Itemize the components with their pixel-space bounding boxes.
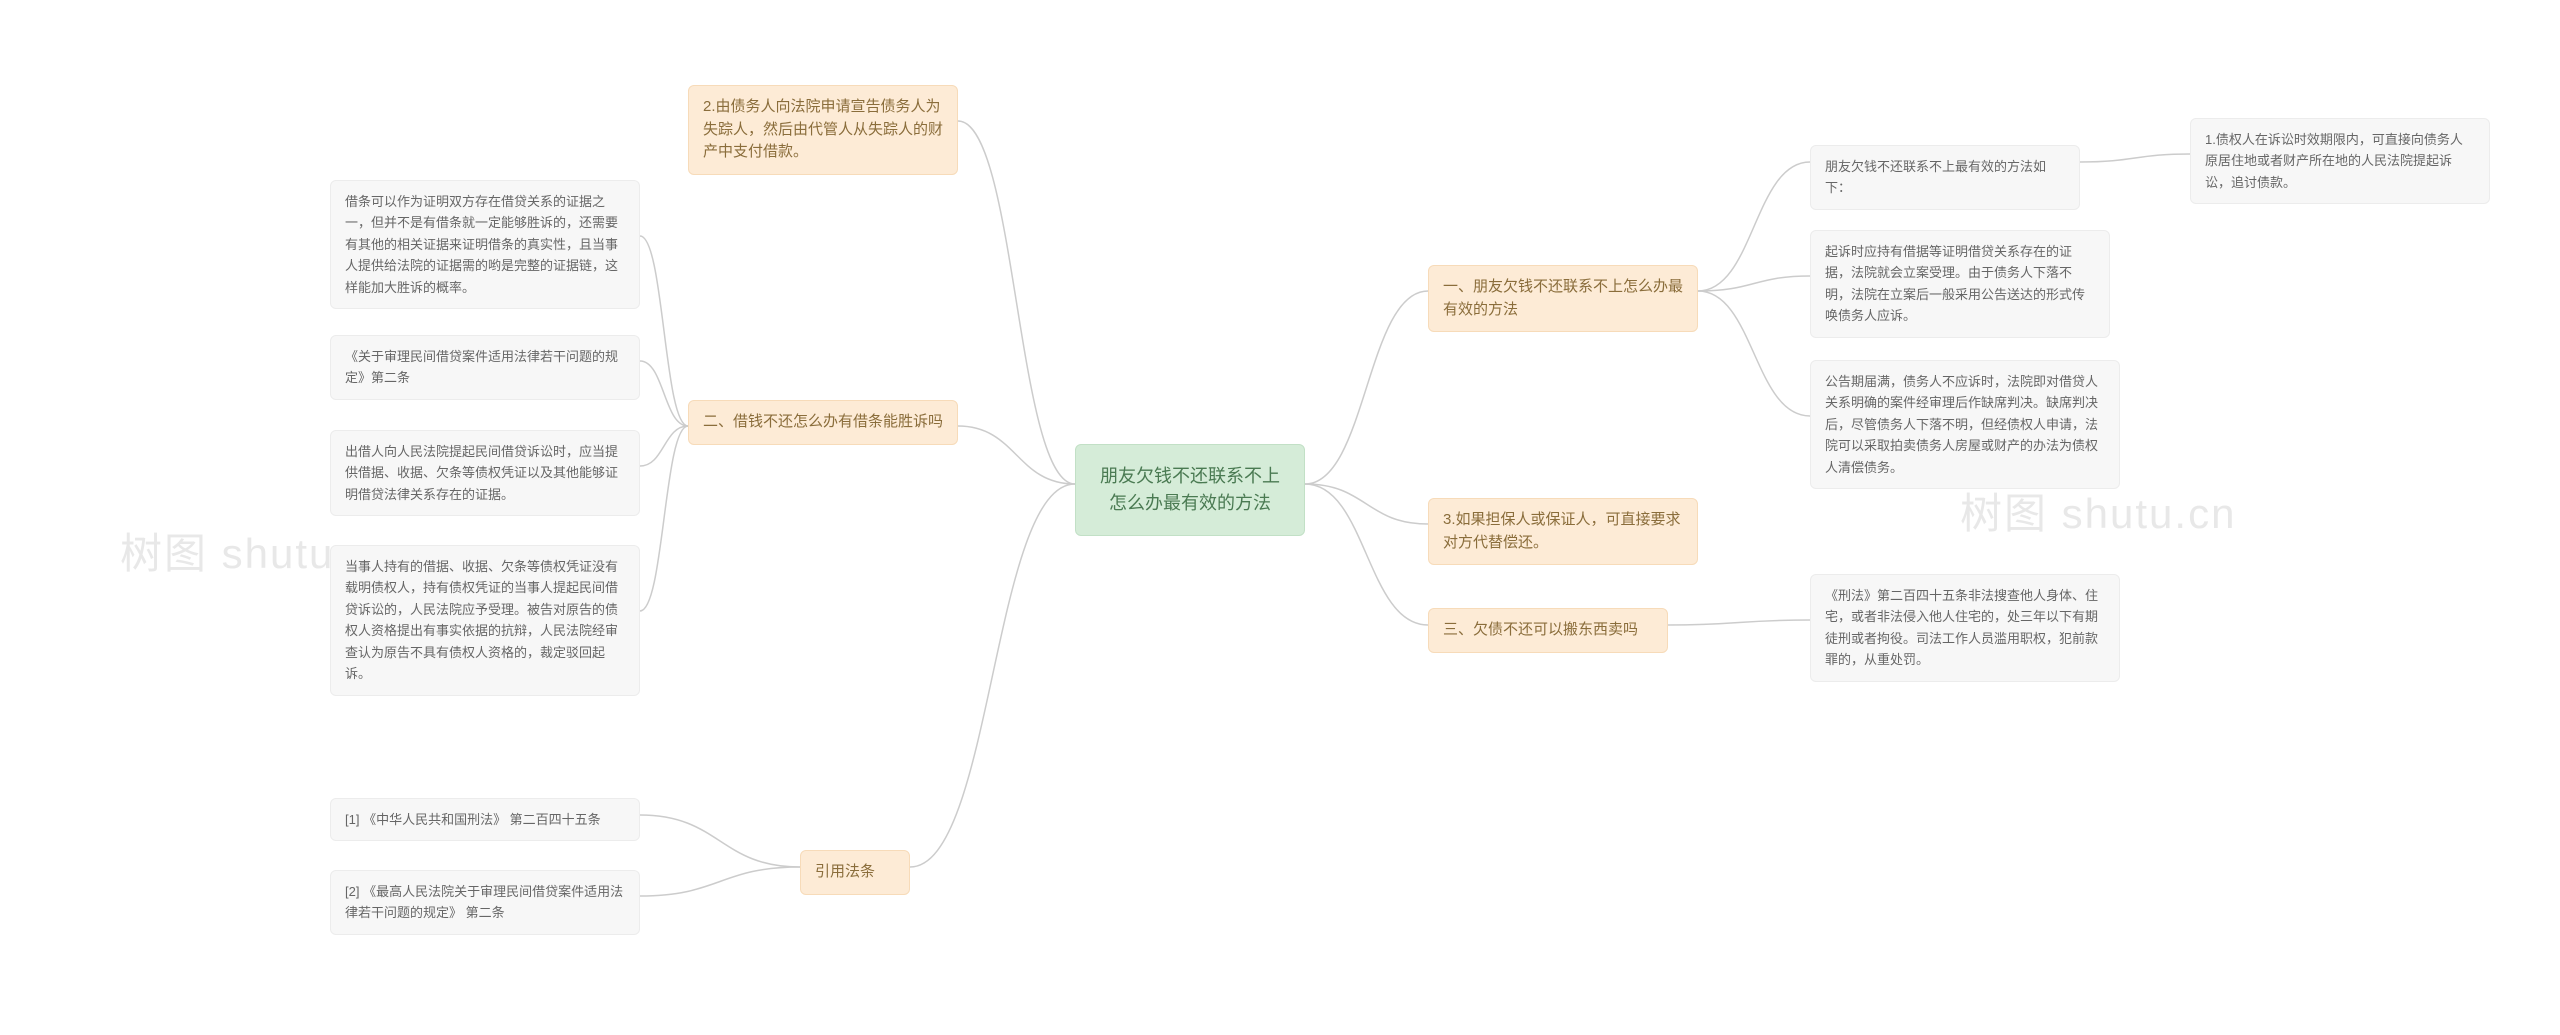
leaf-l2d[interactable]: 当事人持有的借据、收据、欠条等债权凭证没有载明债权人，持有债权凭证的当事人提起民… xyxy=(330,545,640,696)
branch-l3[interactable]: 引用法条 xyxy=(800,850,910,895)
leaf-l3a[interactable]: [1] 《中华人民共和国刑法》 第二百四十五条 xyxy=(330,798,640,841)
branch-r3[interactable]: 三、欠债不还可以搬东西卖吗 xyxy=(1428,608,1668,653)
leaf-l2c[interactable]: 出借人向人民法院提起民间借贷诉讼时，应当提供借据、收据、欠条等债权凭证以及其他能… xyxy=(330,430,640,516)
leaf-r1a[interactable]: 朋友欠钱不还联系不上最有效的方法如下： xyxy=(1810,145,2080,210)
leaf-l2b[interactable]: 《关于审理民间借贷案件适用法律若干问题的规定》第二条 xyxy=(330,335,640,400)
leaf-l2a[interactable]: 借条可以作为证明双方存在借贷关系的证据之一，但并不是有借条就一定能够胜诉的，还需… xyxy=(330,180,640,309)
branch-l2[interactable]: 二、借钱不还怎么办有借条能胜诉吗 xyxy=(688,400,958,445)
leaf-r3a[interactable]: 《刑法》第二百四十五条非法搜查他人身体、住宅，或者非法侵入他人住宅的，处三年以下… xyxy=(1810,574,2120,682)
leaf-r1c[interactable]: 公告期届满，债务人不应诉时，法院即对借贷人关系明确的案件经审理后作缺席判决。缺席… xyxy=(1810,360,2120,489)
root-node[interactable]: 朋友欠钱不还联系不上怎么办最有效的方法 xyxy=(1075,444,1305,536)
branch-l1[interactable]: 2.由债务人向法院申请宣告债务人为失踪人，然后由代管人从失踪人的财产中支付借款。 xyxy=(688,85,958,175)
leaf-l3b[interactable]: [2] 《最高人民法院关于审理民间借贷案件适用法律若干问题的规定》 第二条 xyxy=(330,870,640,935)
leaf-r1a1[interactable]: 1.债权人在诉讼时效期限内，可直接向债务人原居住地或者财产所在地的人民法院提起诉… xyxy=(2190,118,2490,204)
leaf-r1b[interactable]: 起诉时应持有借据等证明借贷关系存在的证据，法院就会立案受理。由于债务人下落不明，… xyxy=(1810,230,2110,338)
branch-r2[interactable]: 3.如果担保人或保证人，可直接要求对方代替偿还。 xyxy=(1428,498,1698,565)
branch-r1[interactable]: 一、朋友欠钱不还联系不上怎么办最有效的方法 xyxy=(1428,265,1698,332)
